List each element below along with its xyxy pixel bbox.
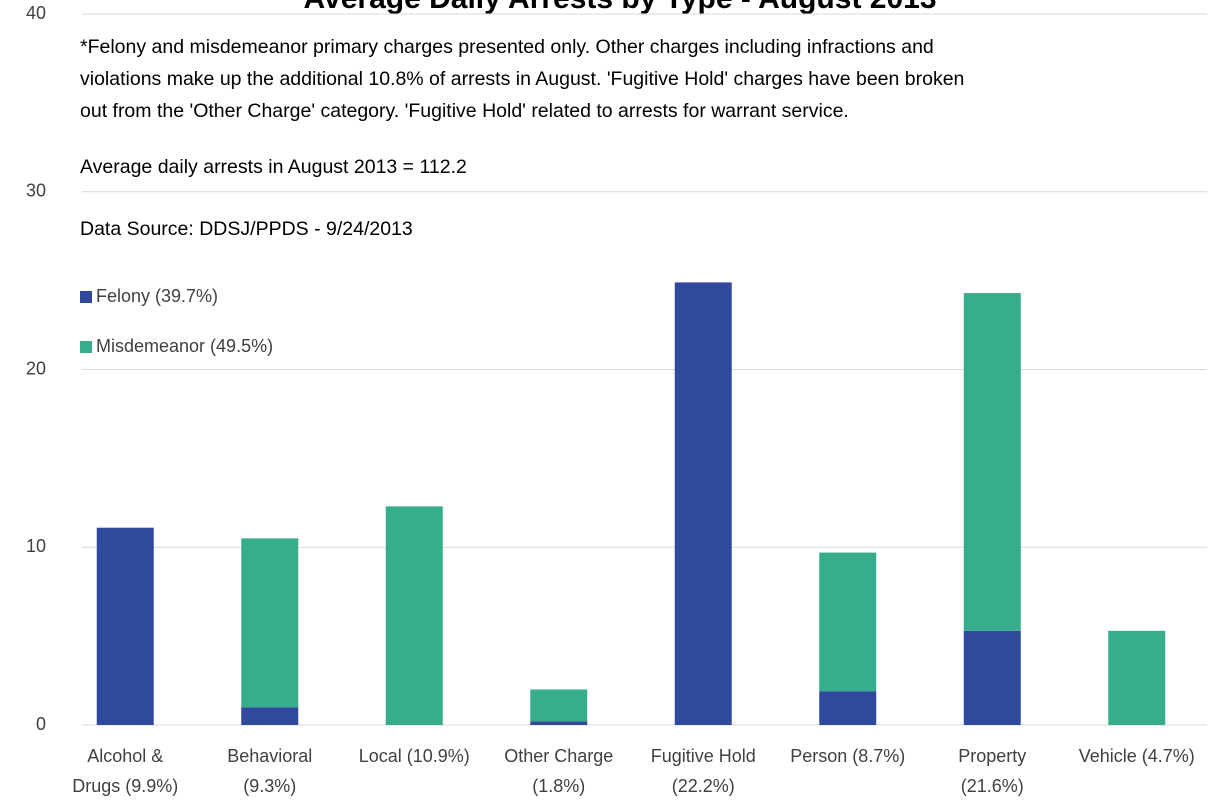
x-tick-label: Behavioral (9.3%)	[227, 746, 312, 796]
bar-segment	[674, 282, 732, 725]
x-tick-line: Person (8.7%)	[790, 746, 905, 766]
bar-segment	[819, 552, 877, 692]
bar-segment	[96, 527, 154, 725]
x-tick-line: (9.3%)	[243, 776, 296, 796]
bar-segment	[1108, 630, 1166, 725]
bar-segment	[530, 721, 588, 725]
y-tick-label: 30	[26, 181, 46, 201]
x-tick-line: Behavioral	[227, 746, 312, 766]
bar-segment	[241, 538, 299, 708]
bar-segment	[963, 630, 1021, 725]
y-tick-label: 0	[36, 714, 46, 734]
annotation: Average daily arrests in August 2013 = 1…	[80, 156, 467, 178]
x-tick-label: Other Charge (1.8%)	[504, 746, 613, 796]
x-tick-label: Vehicle (4.7%)	[1079, 746, 1195, 766]
bar-segment	[963, 293, 1021, 631]
bar-segment	[530, 689, 588, 722]
bar-segment	[241, 707, 299, 725]
y-tick-label: 40	[26, 3, 46, 23]
x-tick-line: Fugitive Hold	[651, 746, 756, 766]
annotation: *Felony and misdemeanor primary charges …	[80, 36, 934, 58]
legend-swatch	[80, 341, 92, 353]
x-tick-line: (21.6%)	[961, 776, 1024, 796]
x-tick-line: Local (10.9%)	[359, 746, 470, 766]
bar-segment	[819, 691, 877, 725]
legend-swatch	[80, 291, 92, 303]
chart-title: Average Daily Arrests by Type - August 2…	[303, 0, 936, 15]
x-tick-label: Person (8.7%)	[790, 746, 905, 766]
y-tick-label: 10	[26, 536, 46, 556]
x-tick-line: Drugs (9.9%)	[72, 776, 178, 796]
x-tick-line: Property	[958, 746, 1026, 766]
annotation: Data Source: DDSJ/PPDS - 9/24/2013	[80, 218, 413, 240]
y-tick-label: 20	[26, 358, 46, 378]
x-tick-label: Property (21.6%)	[958, 746, 1026, 796]
legend-label: Misdemeanor (49.5%)	[96, 336, 273, 356]
x-tick-label: Alcohol & Drugs (9.9%)	[72, 746, 178, 796]
x-tick-label: Local (10.9%)	[359, 746, 470, 766]
x-tick-line: (1.8%)	[532, 776, 585, 796]
annotation: violations make up the additional 10.8% …	[80, 68, 964, 90]
legend-label: Felony (39.7%)	[96, 286, 218, 306]
x-tick-line: Alcohol &	[87, 746, 163, 766]
x-tick-line: Vehicle (4.7%)	[1079, 746, 1195, 766]
bar-segment	[385, 506, 443, 725]
annotation: out from the 'Other Charge' category. 'F…	[80, 100, 849, 122]
x-tick-line: Other Charge	[504, 746, 613, 766]
x-tick-line: (22.2%)	[672, 776, 735, 796]
x-tick-label: Fugitive Hold (22.2%)	[651, 746, 756, 796]
